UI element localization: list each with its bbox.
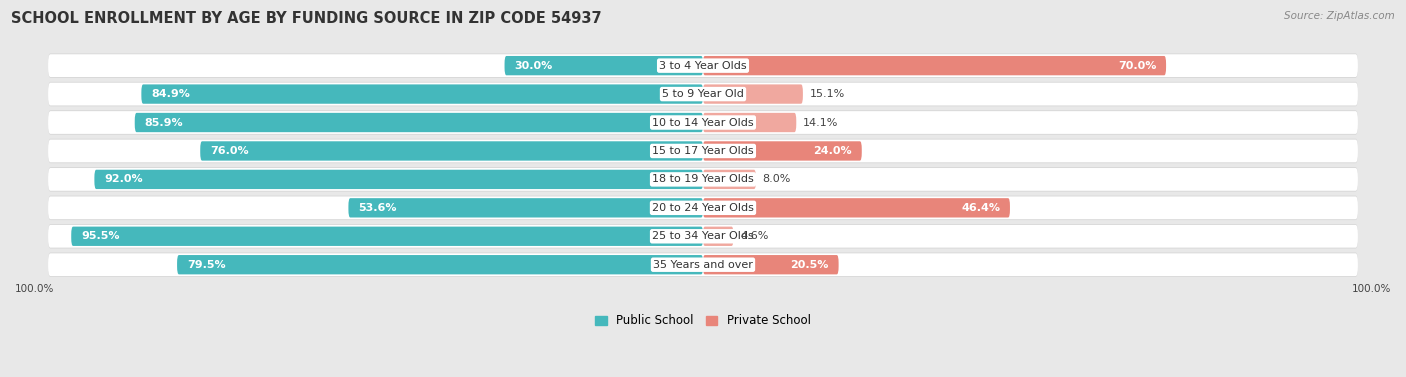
- FancyBboxPatch shape: [142, 84, 703, 104]
- FancyBboxPatch shape: [703, 198, 1010, 218]
- FancyBboxPatch shape: [48, 167, 1358, 192]
- FancyBboxPatch shape: [48, 168, 1358, 191]
- FancyBboxPatch shape: [48, 253, 1358, 276]
- Text: 25 to 34 Year Olds: 25 to 34 Year Olds: [652, 231, 754, 241]
- Text: 70.0%: 70.0%: [1118, 61, 1156, 70]
- FancyBboxPatch shape: [48, 54, 1358, 77]
- Text: Source: ZipAtlas.com: Source: ZipAtlas.com: [1284, 11, 1395, 21]
- Text: 3 to 4 Year Olds: 3 to 4 Year Olds: [659, 61, 747, 70]
- FancyBboxPatch shape: [72, 227, 703, 246]
- Legend: Public School, Private School: Public School, Private School: [591, 310, 815, 332]
- Text: 85.9%: 85.9%: [145, 118, 183, 127]
- FancyBboxPatch shape: [703, 84, 803, 104]
- FancyBboxPatch shape: [703, 141, 862, 161]
- FancyBboxPatch shape: [48, 196, 1358, 220]
- Text: 5 to 9 Year Old: 5 to 9 Year Old: [662, 89, 744, 99]
- Text: 76.0%: 76.0%: [209, 146, 249, 156]
- Text: 20.5%: 20.5%: [790, 260, 828, 270]
- Text: 30.0%: 30.0%: [515, 61, 553, 70]
- FancyBboxPatch shape: [703, 255, 838, 274]
- Text: 53.6%: 53.6%: [359, 203, 396, 213]
- FancyBboxPatch shape: [703, 170, 756, 189]
- Text: 10 to 14 Year Olds: 10 to 14 Year Olds: [652, 118, 754, 127]
- FancyBboxPatch shape: [703, 227, 734, 246]
- FancyBboxPatch shape: [48, 253, 1358, 277]
- FancyBboxPatch shape: [48, 139, 1358, 163]
- FancyBboxPatch shape: [48, 196, 1358, 219]
- FancyBboxPatch shape: [48, 139, 1358, 162]
- Text: 95.5%: 95.5%: [82, 231, 120, 241]
- FancyBboxPatch shape: [48, 225, 1358, 248]
- FancyBboxPatch shape: [48, 54, 1358, 78]
- FancyBboxPatch shape: [48, 224, 1358, 248]
- FancyBboxPatch shape: [177, 255, 703, 274]
- FancyBboxPatch shape: [200, 141, 703, 161]
- Text: 4.6%: 4.6%: [740, 231, 769, 241]
- FancyBboxPatch shape: [48, 83, 1358, 106]
- Text: SCHOOL ENROLLMENT BY AGE BY FUNDING SOURCE IN ZIP CODE 54937: SCHOOL ENROLLMENT BY AGE BY FUNDING SOUR…: [11, 11, 602, 26]
- Text: 84.9%: 84.9%: [152, 89, 190, 99]
- FancyBboxPatch shape: [349, 198, 703, 218]
- Text: 79.5%: 79.5%: [187, 260, 225, 270]
- Text: 14.1%: 14.1%: [803, 118, 838, 127]
- Text: 100.0%: 100.0%: [15, 284, 55, 294]
- FancyBboxPatch shape: [135, 113, 703, 132]
- FancyBboxPatch shape: [505, 56, 703, 75]
- FancyBboxPatch shape: [48, 82, 1358, 106]
- Text: 15 to 17 Year Olds: 15 to 17 Year Olds: [652, 146, 754, 156]
- FancyBboxPatch shape: [94, 170, 703, 189]
- FancyBboxPatch shape: [703, 113, 796, 132]
- Text: 24.0%: 24.0%: [813, 146, 852, 156]
- FancyBboxPatch shape: [48, 110, 1358, 135]
- FancyBboxPatch shape: [703, 56, 1166, 75]
- Text: 100.0%: 100.0%: [1351, 284, 1391, 294]
- Text: 8.0%: 8.0%: [762, 175, 792, 184]
- Text: 15.1%: 15.1%: [810, 89, 845, 99]
- Text: 18 to 19 Year Olds: 18 to 19 Year Olds: [652, 175, 754, 184]
- FancyBboxPatch shape: [48, 111, 1358, 134]
- Text: 35 Years and over: 35 Years and over: [652, 260, 754, 270]
- Text: 20 to 24 Year Olds: 20 to 24 Year Olds: [652, 203, 754, 213]
- Text: 46.4%: 46.4%: [962, 203, 1000, 213]
- Text: 92.0%: 92.0%: [104, 175, 143, 184]
